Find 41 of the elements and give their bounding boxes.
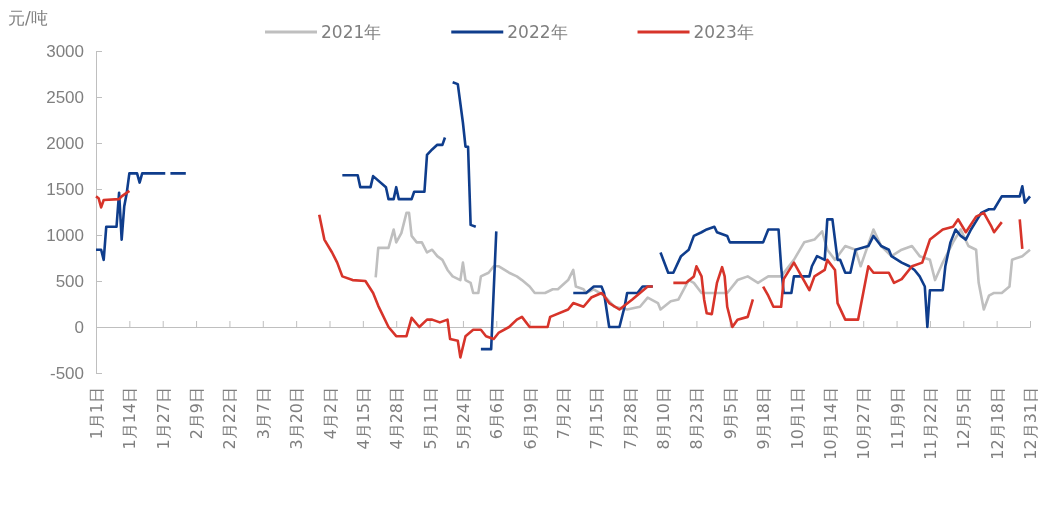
y-tick-label: 2000 bbox=[46, 133, 84, 153]
x-tick-label: 1月14日 bbox=[120, 387, 140, 450]
x-tick-label: 8月10日 bbox=[654, 387, 674, 450]
x-tick-label: 6月6日 bbox=[487, 387, 507, 440]
x-tick-label: 12月18日 bbox=[987, 387, 1007, 460]
x-tick-label: 4月2日 bbox=[320, 387, 340, 440]
x-tick-label: 10月14日 bbox=[820, 387, 840, 460]
x-tick-label: 10月27日 bbox=[854, 387, 874, 460]
x-tick-label: 9月18日 bbox=[754, 387, 774, 450]
x-tick-label: 7月28日 bbox=[620, 387, 640, 450]
y-tick-label: 2500 bbox=[46, 87, 84, 107]
x-tick-label: 9月5日 bbox=[720, 387, 740, 440]
y-tick-label: 0 bbox=[74, 317, 84, 337]
x-tick-label: 8月23日 bbox=[687, 387, 707, 450]
x-tick-label: 2月9日 bbox=[187, 387, 207, 440]
x-tick-label: 1月27日 bbox=[153, 387, 173, 450]
y-axis-title: 元/吨 bbox=[8, 8, 48, 28]
x-tick-label: 3月7日 bbox=[253, 387, 273, 440]
x-tick-label: 12月5日 bbox=[954, 387, 974, 450]
y-tick-label: 3000 bbox=[46, 41, 84, 61]
x-tick-label: 1月1日 bbox=[87, 387, 106, 440]
x-tick-label: 12月31日 bbox=[1021, 387, 1040, 460]
x-tick-label: 7月15日 bbox=[587, 387, 607, 450]
y-tick-label: 500 bbox=[55, 271, 84, 291]
x-tick-label: 5月24日 bbox=[453, 387, 473, 450]
x-tick-label: 5月11日 bbox=[420, 387, 440, 450]
x-tick-label: 6月19日 bbox=[520, 387, 540, 450]
x-tick-label: 4月28日 bbox=[387, 387, 407, 450]
x-tick-label: 3月20日 bbox=[287, 387, 307, 450]
legend-label: 2022年 bbox=[507, 22, 568, 42]
legend-label: 2023年 bbox=[693, 22, 754, 42]
y-tick-label: 1000 bbox=[46, 225, 84, 245]
x-tick-label: 7月2日 bbox=[554, 387, 573, 440]
y-tick-label: -500 bbox=[49, 363, 84, 383]
legend-label: 2021年 bbox=[321, 22, 382, 42]
x-tick-label: 10月1日 bbox=[787, 387, 807, 450]
x-tick-label: 11月9日 bbox=[887, 387, 907, 450]
x-tick-label: 4月15日 bbox=[353, 387, 373, 450]
y-tick-label: 1500 bbox=[46, 179, 84, 199]
x-tick-label: 11月22日 bbox=[920, 387, 940, 460]
x-tick-label: 2月22日 bbox=[220, 387, 240, 450]
